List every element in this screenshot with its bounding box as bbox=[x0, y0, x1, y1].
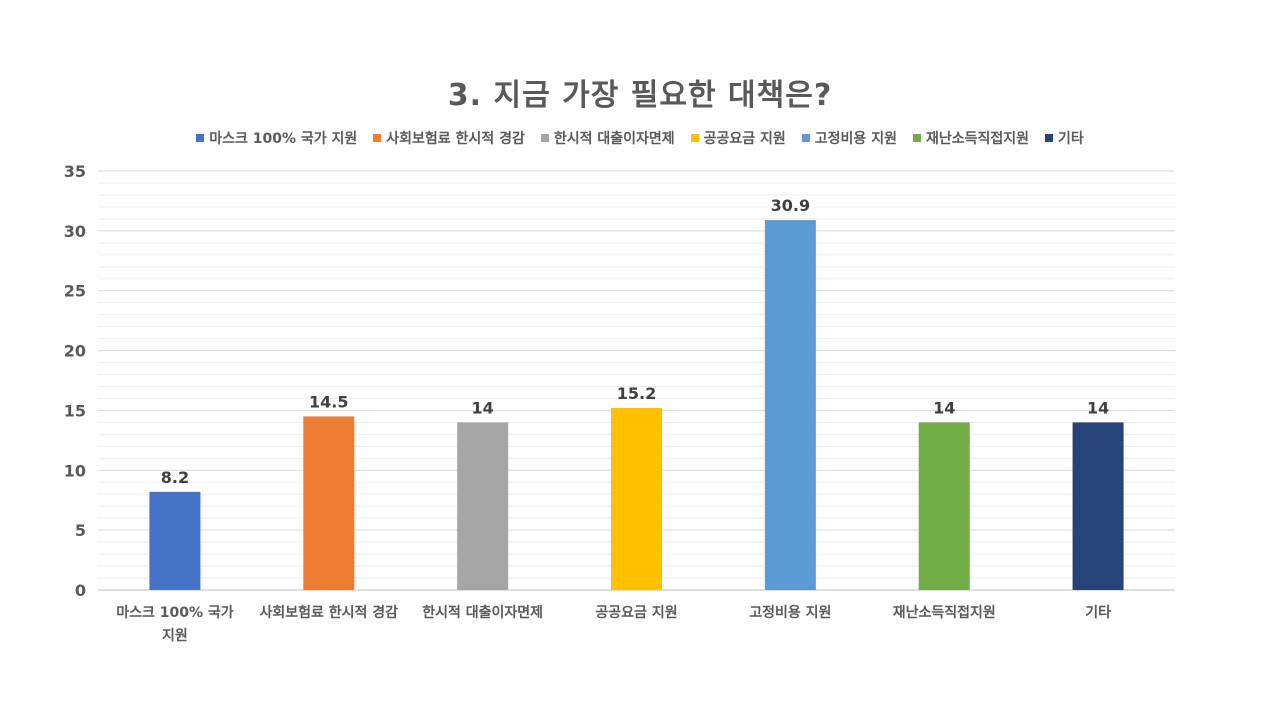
x-category-label: 재난소득직접지원 bbox=[893, 604, 996, 621]
x-category-label: 공공요금 지원 bbox=[595, 605, 677, 621]
legend-item: 한시적 대출이자면제 bbox=[540, 128, 675, 148]
legend-swatch bbox=[540, 134, 549, 142]
chart-legend: 마스크 100% 국가 지원 사회보험료 한시적 경감 한시적 대출이자면제 공공요금… bbox=[0, 128, 1280, 148]
bar bbox=[611, 408, 662, 590]
legend-item: 공공요금 지원 bbox=[690, 128, 786, 148]
x-category-label: 고정비용 지원 bbox=[749, 604, 831, 621]
legend-item: 사회보험료 한시적 경감 bbox=[373, 128, 525, 148]
legend-label: 마스크 100% 국가 지원 bbox=[209, 131, 358, 147]
x-category-label: 사회보험료 한시적 경감 bbox=[260, 604, 399, 621]
legend-label: 재난소득직접지원 bbox=[925, 131, 1029, 147]
legend-label: 고정비용 지원 bbox=[814, 131, 897, 147]
y-tick-label: 15 bbox=[64, 401, 86, 420]
legend-item: 고정비용 지원 bbox=[801, 128, 897, 148]
y-tick-label: 10 bbox=[64, 461, 86, 480]
y-tick-label: 25 bbox=[64, 282, 86, 301]
bar bbox=[1072, 422, 1124, 590]
data-label: 14.5 bbox=[309, 392, 348, 411]
bar bbox=[918, 422, 970, 590]
data-label: 14 bbox=[1087, 398, 1109, 417]
data-label: 30.9 bbox=[771, 196, 810, 215]
data-label: 14 bbox=[472, 398, 494, 417]
x-category-label: 한시적 대출이자면제 bbox=[422, 604, 543, 621]
x-category-label: 마스크 100% 국가 bbox=[116, 605, 234, 621]
y-tick-label: 30 bbox=[64, 222, 86, 241]
data-label: 14 bbox=[933, 398, 955, 417]
legend-label: 사회보험료 한시적 경감 bbox=[386, 131, 525, 147]
y-tick-label: 5 bbox=[75, 521, 86, 540]
x-category-label: 기타 bbox=[1085, 605, 1111, 621]
y-tick-label: 0 bbox=[75, 581, 86, 600]
legend-item: 재난소득직접지원 bbox=[912, 128, 1029, 148]
legend-item: 마스크 100% 국가 지원 bbox=[196, 128, 357, 148]
y-tick-label: 35 bbox=[64, 162, 86, 181]
data-label: 8.2 bbox=[161, 468, 189, 487]
x-category-label: 지원 bbox=[162, 628, 188, 644]
bar bbox=[457, 422, 509, 590]
bar bbox=[303, 416, 355, 590]
legend-swatch bbox=[690, 134, 699, 142]
legend-swatch bbox=[801, 134, 810, 142]
legend-swatch bbox=[196, 134, 205, 142]
legend-label: 기타 bbox=[1058, 131, 1084, 147]
legend-label: 공공요금 지원 bbox=[703, 131, 786, 147]
legend-swatch bbox=[912, 134, 921, 142]
legend-swatch bbox=[373, 134, 382, 142]
y-tick-label: 20 bbox=[64, 342, 86, 361]
legend-swatch bbox=[1045, 134, 1053, 142]
chart-title: 3. 지금 가장 필요한 대책은? bbox=[447, 78, 833, 113]
legend-label: 한시적 대출이자면제 bbox=[553, 131, 675, 147]
data-label: 15.2 bbox=[617, 384, 656, 403]
bar bbox=[149, 491, 201, 590]
legend-item: 기타 bbox=[1045, 128, 1084, 148]
bar bbox=[764, 220, 816, 590]
